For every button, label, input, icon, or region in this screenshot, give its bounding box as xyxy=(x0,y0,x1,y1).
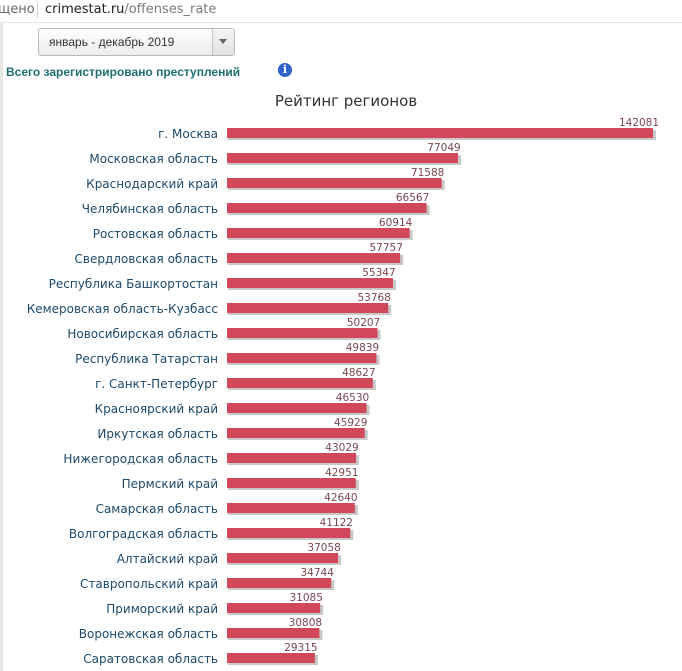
bar[interactable] xyxy=(227,153,459,163)
chart-title: Рейтинг регионов xyxy=(275,92,417,110)
category-label: Воронежская область xyxy=(79,627,218,641)
category-label: Ставропольский край xyxy=(80,577,218,591)
total-offenses-heading: Всего зарегистрировано преступлений xyxy=(6,65,241,79)
bar[interactable] xyxy=(227,253,401,263)
bar[interactable] xyxy=(227,478,356,488)
category-label: Кемеровская область-Кузбасс xyxy=(27,302,218,316)
category-label: Нижегородская область xyxy=(63,452,218,466)
value-label: 50207 xyxy=(347,317,380,329)
value-label: 34744 xyxy=(300,567,334,579)
value-label: 77049 xyxy=(427,142,460,154)
info-icon[interactable]: i xyxy=(278,63,292,77)
bar[interactable] xyxy=(227,603,321,613)
bar[interactable] xyxy=(227,353,377,363)
value-label: 48627 xyxy=(342,367,375,379)
category-label: г. Москва xyxy=(158,127,218,141)
category-label: Иркутская область xyxy=(97,427,218,441)
value-label: 66567 xyxy=(396,192,429,204)
chevron-down-icon xyxy=(219,39,227,44)
value-label: 60914 xyxy=(379,217,413,229)
value-label: 43029 xyxy=(325,442,358,454)
value-label: 45929 xyxy=(334,417,367,429)
bar[interactable] xyxy=(227,278,393,288)
bar[interactable] xyxy=(227,303,389,313)
bar[interactable] xyxy=(227,553,339,563)
category-label: Челябинская область xyxy=(82,202,218,216)
url-path: /offenses_rate xyxy=(124,2,217,17)
bar[interactable] xyxy=(227,503,355,513)
chart-marks: г. Москва 142081 Московская область 77049 Кр… xyxy=(27,117,659,666)
period-dropdown-toggle[interactable] xyxy=(212,29,234,55)
value-label: 49839 xyxy=(346,342,379,354)
category-label: Пермский край xyxy=(122,477,218,491)
address-separator xyxy=(37,3,38,18)
value-label: 46530 xyxy=(336,392,369,404)
category-label: Саратовская область xyxy=(83,652,218,666)
url-host: crimestat.ru xyxy=(45,2,125,17)
category-label: Республика Татарстан xyxy=(75,352,218,366)
value-label: 42640 xyxy=(324,492,357,504)
bar[interactable] xyxy=(227,403,367,413)
value-label: 57757 xyxy=(369,242,402,254)
bar[interactable] xyxy=(227,203,427,213)
bar[interactable] xyxy=(227,378,373,388)
bar[interactable] xyxy=(227,653,315,663)
category-label: Свердловская область xyxy=(75,252,219,266)
category-label: Новосибирская область xyxy=(67,327,218,341)
category-label: Приморский край xyxy=(106,602,218,616)
bar[interactable] xyxy=(227,453,357,463)
bar[interactable] xyxy=(227,528,351,538)
category-label: Красноярский край xyxy=(95,402,218,416)
value-label: 41122 xyxy=(320,517,353,529)
category-label: Алтайский край xyxy=(117,552,218,566)
address-prefix: щено xyxy=(0,2,35,17)
category-label: г. Санкт-Петербург xyxy=(95,377,218,391)
value-label: 53768 xyxy=(358,292,391,304)
value-label: 30808 xyxy=(289,617,322,629)
category-label: Краснодарский край xyxy=(86,177,218,191)
url-text[interactable]: crimestat.ru/offenses_rate xyxy=(45,0,216,20)
value-label: 55347 xyxy=(362,267,395,279)
value-label: 37058 xyxy=(307,542,340,554)
bar[interactable] xyxy=(227,178,442,188)
address-bar[interactable]: щено crimestat.ru/offenses_rate xyxy=(0,0,682,23)
bar[interactable] xyxy=(227,428,365,438)
bar[interactable] xyxy=(227,578,332,588)
left-edge-divider xyxy=(0,22,3,671)
bar[interactable] xyxy=(227,228,410,238)
category-label: Ростовская область xyxy=(93,227,218,241)
bar[interactable] xyxy=(227,628,320,638)
value-label: 142081 xyxy=(619,117,659,129)
value-label: 29315 xyxy=(284,642,317,654)
bar[interactable] xyxy=(227,328,378,338)
category-label: Самарская область xyxy=(96,502,218,516)
value-label: 71588 xyxy=(411,167,444,179)
period-dropdown[interactable]: январь - декабрь 2019 xyxy=(38,28,235,56)
value-label: 42951 xyxy=(325,467,358,479)
category-label: Московская область xyxy=(89,152,218,166)
period-dropdown-value: январь - декабрь 2019 xyxy=(49,35,175,49)
category-label: Республика Башкортостан xyxy=(49,277,218,291)
value-label: 31085 xyxy=(289,592,322,604)
bar[interactable] xyxy=(227,128,653,138)
category-label: Волгоградская область xyxy=(69,527,218,541)
